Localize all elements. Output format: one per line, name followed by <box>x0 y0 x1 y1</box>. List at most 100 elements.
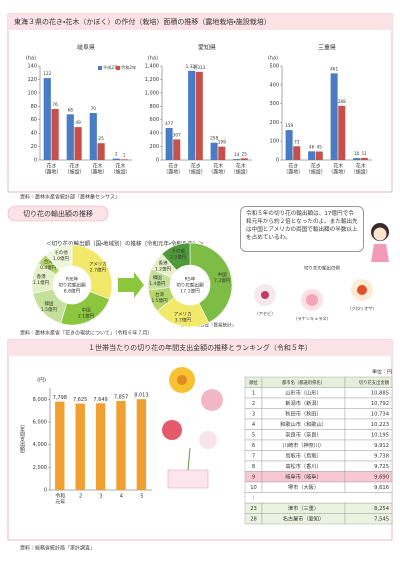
segment-value: 1.2億円 <box>155 265 172 272</box>
y-tick-label: 4,000 <box>33 442 47 448</box>
y-tick-label: 8,000 <box>33 397 47 403</box>
x-tick-label: （施設） <box>64 169 84 176</box>
y-tick-label: 200 <box>269 120 279 126</box>
table-cell-text: 10,223 <box>371 422 389 428</box>
data-label: 25 <box>98 136 104 141</box>
bar <box>165 127 173 160</box>
y-tick-label: 0 <box>156 158 159 164</box>
pie-segment <box>161 242 191 271</box>
bar <box>210 142 218 160</box>
section-header <box>8 340 392 356</box>
y-tick-label: 1,000 <box>145 90 159 96</box>
pie-segment <box>189 242 233 324</box>
data-label: 8,013 <box>134 393 148 399</box>
y-tick-label: 6,000 <box>33 420 47 426</box>
segment-label: アメリカ <box>174 312 192 318</box>
center-label: 8.8億円 <box>64 288 81 295</box>
table-cell-text: 6 <box>252 443 255 449</box>
bar <box>173 139 181 160</box>
pie-segment <box>45 244 73 272</box>
y-tick-label: 200 <box>149 144 159 150</box>
flower-illustration <box>162 367 223 489</box>
bar <box>51 108 59 160</box>
table-cell-text: 新潟市（新潟） <box>285 399 321 407</box>
table-cell-text: 2 <box>252 401 255 407</box>
y-tick-label: 1,200 <box>145 77 159 83</box>
table-cell-text: 8 <box>252 464 255 470</box>
chart-subtitle: ＜切り花の輸出額（国・地域別）の推移（令和元年・令和５年）＞ <box>46 240 204 248</box>
segment-value: 7.3億円 <box>214 277 231 284</box>
table-gap <box>244 492 393 504</box>
segment-value: 1.1億円 <box>33 279 50 286</box>
table-cell-text: 和歌山市（和歌山） <box>280 420 327 428</box>
bar <box>95 403 106 490</box>
bar <box>74 127 82 160</box>
table-gap-mark: ⋮ <box>251 495 256 501</box>
axis-unit: (ha) <box>148 56 158 62</box>
legend-swatch <box>116 66 120 70</box>
chart-title: 岐阜県 <box>77 44 95 52</box>
x-tick-label: 花き <box>46 163 56 170</box>
data-label: 288 <box>338 99 346 104</box>
photo-label: （グロリオサ） <box>347 305 376 312</box>
data-label: 10 <box>354 151 360 156</box>
data-label: 1,328 <box>186 64 198 69</box>
table-cell-text: 鳥取市（鳥取） <box>285 451 321 459</box>
table-cell-text: 23 <box>250 506 257 512</box>
segment-value: 1.4億円 <box>149 280 166 287</box>
table-header: 切り花支出金額 <box>359 379 390 386</box>
bar <box>66 114 74 160</box>
bar <box>188 70 196 160</box>
data-label: 1,313 <box>193 65 205 70</box>
table-cell-text: 8,254 <box>374 506 390 512</box>
x-tick-label: （施設） <box>306 169 326 176</box>
source: 資料：総務省統計局『家計調査』 <box>20 545 95 552</box>
y-tick-label: 80 <box>31 104 37 110</box>
data-label: 461 <box>330 66 338 71</box>
segment-label: 台湾 <box>155 291 164 298</box>
bar <box>360 157 368 160</box>
x-tick-label: （露地） <box>208 169 228 176</box>
table-cell-text: 9 <box>252 474 255 480</box>
table-cell-text: 28 <box>250 516 257 522</box>
y-tick-label: 100 <box>269 139 279 145</box>
table-cell-text: 岐阜市（岐阜） <box>285 472 321 480</box>
y-tick-label: 100 <box>27 90 37 96</box>
x-tick-label: 4 <box>120 494 123 500</box>
flower-photos <box>254 279 373 311</box>
bar <box>75 403 85 490</box>
stem <box>187 447 191 471</box>
y-tick-label: 400 <box>269 82 279 88</box>
data-label: 70 <box>91 106 97 111</box>
data-label: 14 <box>234 152 240 157</box>
x-tick-label: 元年 <box>55 499 65 506</box>
axis-unit: (ha) <box>268 56 278 62</box>
segment-label: 台湾 <box>44 258 53 265</box>
table-cell-text: 10,734 <box>371 411 390 417</box>
data-label: 7,649 <box>93 397 107 403</box>
x-tick-label: （露地） <box>41 169 61 176</box>
y-tick-label: 0 <box>276 158 279 164</box>
x-tick-label: 3 <box>99 494 102 500</box>
bar <box>43 78 51 160</box>
table-cell-text: 9,912 <box>374 443 389 449</box>
table-cell-text: 高松市（香川） <box>285 462 321 470</box>
segment-label: アメリカ <box>89 262 107 268</box>
y-tick-label: 1,400 <box>145 64 159 70</box>
segment-label: 香港 <box>159 259 168 266</box>
y-tick-label: 0 <box>34 158 37 164</box>
source: 資料：財務省『貿易統計』 <box>182 322 236 329</box>
bar <box>97 143 105 160</box>
photo-title: 切り花の輸出の例 <box>304 265 340 272</box>
x-tick-label: 花き <box>191 163 201 170</box>
table-cell-text: 9,690 <box>374 474 389 480</box>
segment-value: 1.0億円 <box>53 255 70 262</box>
table-header: 都市名（都道府県名） <box>282 379 325 386</box>
center-label: 切り花輸出額 <box>176 282 204 289</box>
x-tick-label: 5 <box>140 494 143 500</box>
segment-value: 2.7億円 <box>90 267 107 274</box>
y-tick-label: 140 <box>27 64 37 70</box>
photo-label: （アセビ） <box>255 310 276 317</box>
